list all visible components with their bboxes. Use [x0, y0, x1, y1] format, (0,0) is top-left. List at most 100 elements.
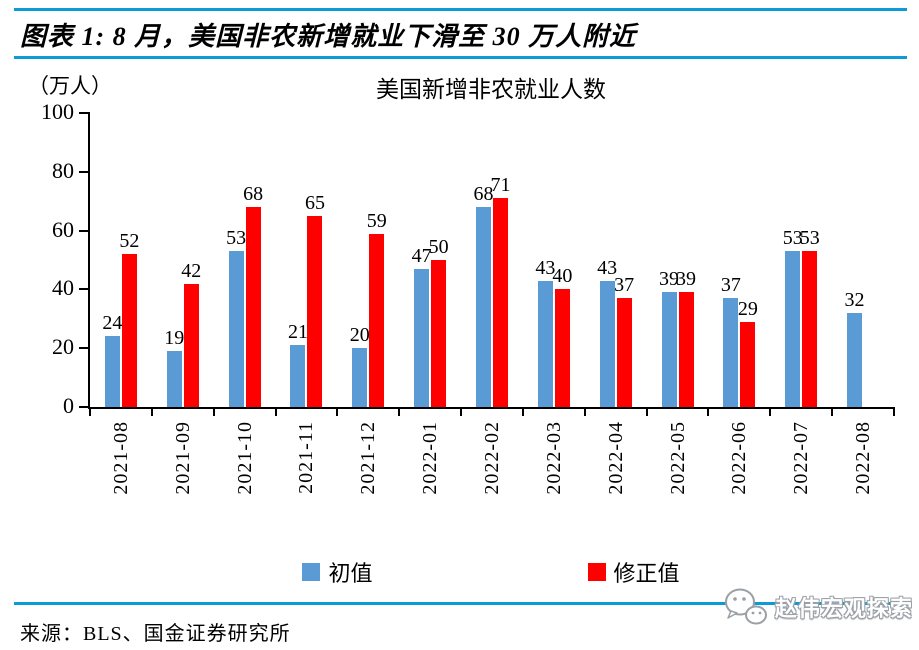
x-axis-tick: [769, 407, 772, 416]
bar-initial: 21: [288, 322, 308, 407]
y-axis-tick: [79, 229, 90, 232]
bar-value-label: 53: [782, 227, 803, 250]
y-axis-tick-label: 0: [63, 392, 74, 418]
plot-area: 0 20 40 60 80 100 24 52 2021-08 19 42 2021-09 53 68 2…: [41, 100, 895, 495]
bar-revised: 59: [367, 211, 387, 407]
bar-value-label: 37: [720, 274, 741, 297]
title-divider: [14, 56, 907, 59]
chart-title: 美国新增非农就业人数: [376, 77, 606, 102]
x-axis-tick: [212, 407, 215, 416]
bar-value-label: 43: [597, 256, 618, 279]
legend-swatch-revised: [587, 563, 606, 581]
y-axis-tick: [79, 406, 90, 408]
legend-label-initial: 初值: [328, 561, 373, 586]
bar-value-label: 68: [243, 183, 264, 206]
bar-value-label: 20: [349, 324, 370, 347]
x-axis-label: 2022-07: [790, 421, 813, 495]
bar-group: 53 53 2022-07: [770, 113, 832, 494]
bar-initial: 24: [102, 313, 122, 407]
x-axis-tick: [583, 407, 586, 416]
bar-initial: 43: [597, 258, 617, 407]
x-axis-label: 2022-03: [542, 421, 565, 495]
bar-revised: 53: [800, 228, 820, 407]
x-axis-label: 2022-01: [419, 421, 442, 495]
y-axis-tick-label: 80: [52, 157, 74, 183]
x-axis-tick: [336, 407, 339, 416]
legend-label-revised: 修正值: [613, 561, 680, 586]
bar-initial: 37: [721, 275, 741, 407]
bar-group: 24 52 2021-08: [90, 113, 152, 495]
bar-series-container: 24 52 2021-08 19 42 2021-09 53 68 2021-10 21 65 202…: [90, 113, 894, 495]
x-axis-tick: [707, 407, 710, 416]
bar-group: 21 65 2021-11: [276, 113, 338, 494]
bar-group: 20 59 2021-12: [337, 113, 399, 495]
bar-revised: 65: [305, 193, 325, 407]
bar-value-label: 47: [411, 244, 432, 267]
x-axis-tick: [89, 407, 91, 416]
bar-initial: 39: [659, 269, 679, 407]
bar-revised: 52: [119, 231, 139, 407]
bar-group: 53 68 2021-10: [214, 113, 276, 495]
bar-value-label: 59: [366, 209, 387, 232]
bar-initial: 68: [473, 184, 493, 407]
x-axis-tick: [831, 407, 834, 416]
bar-initial: 20: [350, 325, 370, 407]
bar-value-label: 39: [676, 268, 697, 291]
bar-value-label: 42: [181, 259, 202, 282]
x-axis-label: 2022-05: [666, 421, 689, 495]
y-axis-tick: [79, 347, 90, 350]
bar-initial: 43: [535, 258, 555, 407]
bottom-divider: [14, 602, 907, 605]
bar-group: 37 29 2022-06: [708, 113, 770, 494]
bar-group: 43 37 2022-04: [585, 113, 647, 495]
figure-title: 图表 1: 8 月，美国非农新增就业下滑至 30 万人附近: [20, 22, 637, 51]
x-axis-label: 2021-11: [295, 421, 318, 494]
chat-bubbles-icon: [724, 588, 767, 625]
bar-group: 32 2022-08: [832, 113, 894, 495]
top-divider: [14, 8, 907, 11]
bar-revised: 40: [552, 266, 572, 407]
bar-group: 39 39 2022-05: [647, 113, 709, 494]
bar-value-label: 53: [799, 227, 820, 250]
bar-revised: 29: [738, 299, 758, 407]
legend-item-initial: 初值: [302, 556, 373, 588]
bar-value-label: 40: [552, 265, 573, 288]
y-axis-unit-label: （万人）: [28, 74, 112, 98]
bar-value-label: 65: [304, 191, 325, 214]
x-axis-tick: [274, 407, 277, 416]
bar-initial: 53: [226, 228, 246, 407]
bar-value-label: 50: [428, 236, 449, 258]
y-axis-tick-label: 100: [41, 98, 74, 124]
bar-revised: 37: [614, 275, 634, 407]
x-axis-label: 2022-04: [604, 421, 627, 495]
bar-value-label: 21: [287, 321, 308, 344]
x-axis-label: 2022-06: [728, 421, 751, 495]
y-axis-tick-label: 60: [52, 216, 74, 242]
bar-value-label: 68: [473, 183, 494, 206]
bar-initial: 47: [412, 246, 432, 407]
watermark: 赵伟宏观探索: [723, 588, 913, 626]
y-axis-tick: [79, 288, 90, 291]
bar-value-label: 32: [844, 288, 865, 311]
y-axis-tick-label: 20: [52, 334, 74, 360]
bar-initial: 53: [783, 228, 803, 407]
x-axis-tick: [150, 407, 153, 416]
x-axis-tick: [893, 407, 895, 416]
bar-value-label: 71: [490, 174, 511, 197]
legend-swatch-initial: [302, 563, 321, 581]
x-axis-label: 2022-08: [852, 421, 875, 495]
x-axis-label: 2021-09: [171, 421, 194, 495]
x-axis-label: 2022-02: [480, 421, 503, 495]
bar-revised: 71: [490, 175, 510, 407]
x-axis-label: 2021-10: [233, 421, 256, 495]
bar-value-label: 52: [119, 230, 140, 253]
x-axis-tick: [645, 407, 648, 416]
bar-group: 43 40 2022-03: [523, 113, 585, 495]
bar-group: 19 42 2021-09: [152, 113, 214, 495]
bar-group: 47 50 2022-01: [399, 113, 461, 495]
bar-revised: 42: [181, 261, 201, 407]
bar-revised: 50: [429, 237, 449, 407]
bar-value-label: 24: [102, 312, 123, 335]
x-axis-tick: [398, 407, 401, 416]
bar-initial: 19: [164, 328, 184, 407]
